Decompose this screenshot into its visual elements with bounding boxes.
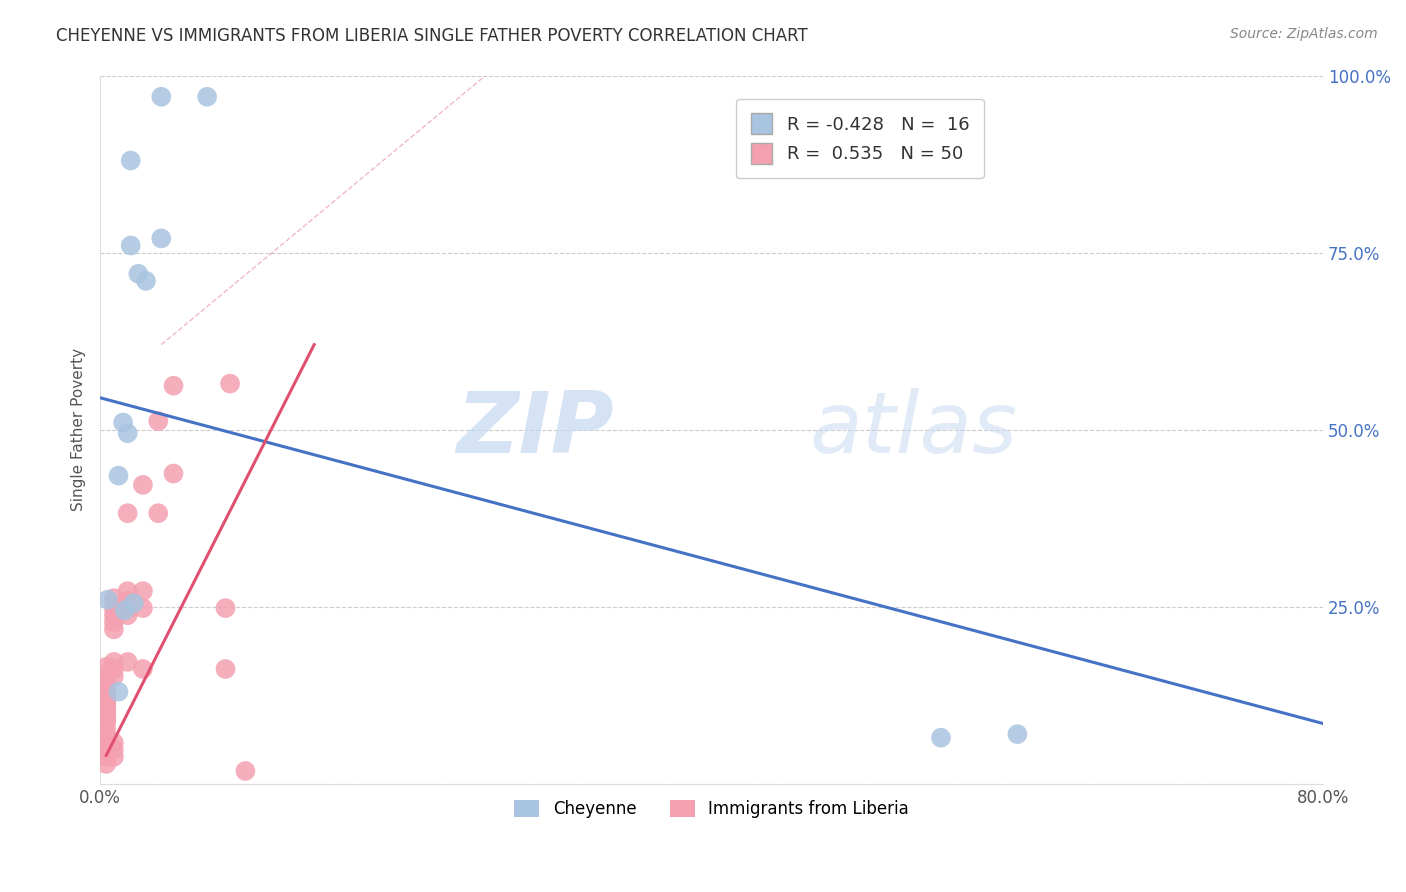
- Point: [132, 584, 155, 599]
- Point: [96, 686, 118, 700]
- Point: [148, 414, 170, 428]
- Point: [96, 712, 118, 726]
- Point: [96, 667, 118, 681]
- Point: [117, 506, 139, 520]
- Legend: Cheyenne, Immigrants from Liberia: Cheyenne, Immigrants from Liberia: [508, 794, 915, 825]
- Point: [96, 660, 118, 674]
- Point: [103, 623, 125, 637]
- Point: [162, 378, 184, 392]
- Point: [214, 601, 236, 615]
- Point: [150, 231, 173, 245]
- Point: [103, 749, 125, 764]
- Point: [96, 707, 118, 722]
- Point: [96, 736, 118, 750]
- Point: [103, 601, 125, 615]
- Point: [103, 669, 125, 683]
- Point: [107, 684, 129, 698]
- Point: [120, 153, 142, 168]
- Point: [214, 662, 236, 676]
- Point: [97, 592, 120, 607]
- Point: [117, 584, 139, 599]
- Point: [103, 743, 125, 757]
- Point: [135, 274, 157, 288]
- Point: [122, 596, 145, 610]
- Point: [103, 655, 125, 669]
- Point: [96, 705, 118, 719]
- Point: [117, 655, 139, 669]
- Point: [96, 674, 118, 689]
- Point: [96, 690, 118, 705]
- Point: [96, 729, 118, 743]
- Point: [96, 700, 118, 714]
- Point: [120, 238, 142, 252]
- Text: atlas: atlas: [810, 388, 1018, 471]
- Point: [117, 601, 139, 615]
- Point: [929, 731, 952, 745]
- Point: [112, 416, 135, 430]
- Point: [96, 739, 118, 754]
- Point: [117, 426, 139, 441]
- Point: [96, 677, 118, 691]
- Point: [132, 601, 155, 615]
- Point: [114, 603, 136, 617]
- Point: [103, 608, 125, 623]
- Point: [96, 749, 118, 764]
- Point: [235, 764, 257, 778]
- Point: [96, 756, 118, 771]
- Point: [96, 693, 118, 707]
- Text: Source: ZipAtlas.com: Source: ZipAtlas.com: [1230, 27, 1378, 41]
- Point: [96, 683, 118, 698]
- Point: [195, 89, 218, 103]
- Point: [103, 662, 125, 676]
- Point: [148, 506, 170, 520]
- Point: [96, 714, 118, 729]
- Point: [103, 591, 125, 606]
- Point: [117, 594, 139, 608]
- Point: [150, 89, 173, 103]
- Point: [96, 743, 118, 757]
- Y-axis label: Single Father Poverty: Single Father Poverty: [72, 348, 86, 511]
- Point: [219, 376, 242, 391]
- Point: [107, 468, 129, 483]
- Point: [132, 478, 155, 492]
- Point: [117, 608, 139, 623]
- Point: [103, 736, 125, 750]
- Point: [162, 467, 184, 481]
- Point: [127, 267, 149, 281]
- Point: [132, 662, 155, 676]
- Text: ZIP: ZIP: [456, 388, 614, 471]
- Text: CHEYENNE VS IMMIGRANTS FROM LIBERIA SINGLE FATHER POVERTY CORRELATION CHART: CHEYENNE VS IMMIGRANTS FROM LIBERIA SING…: [56, 27, 808, 45]
- Point: [103, 615, 125, 630]
- Point: [96, 697, 118, 711]
- Point: [96, 722, 118, 736]
- Point: [1007, 727, 1029, 741]
